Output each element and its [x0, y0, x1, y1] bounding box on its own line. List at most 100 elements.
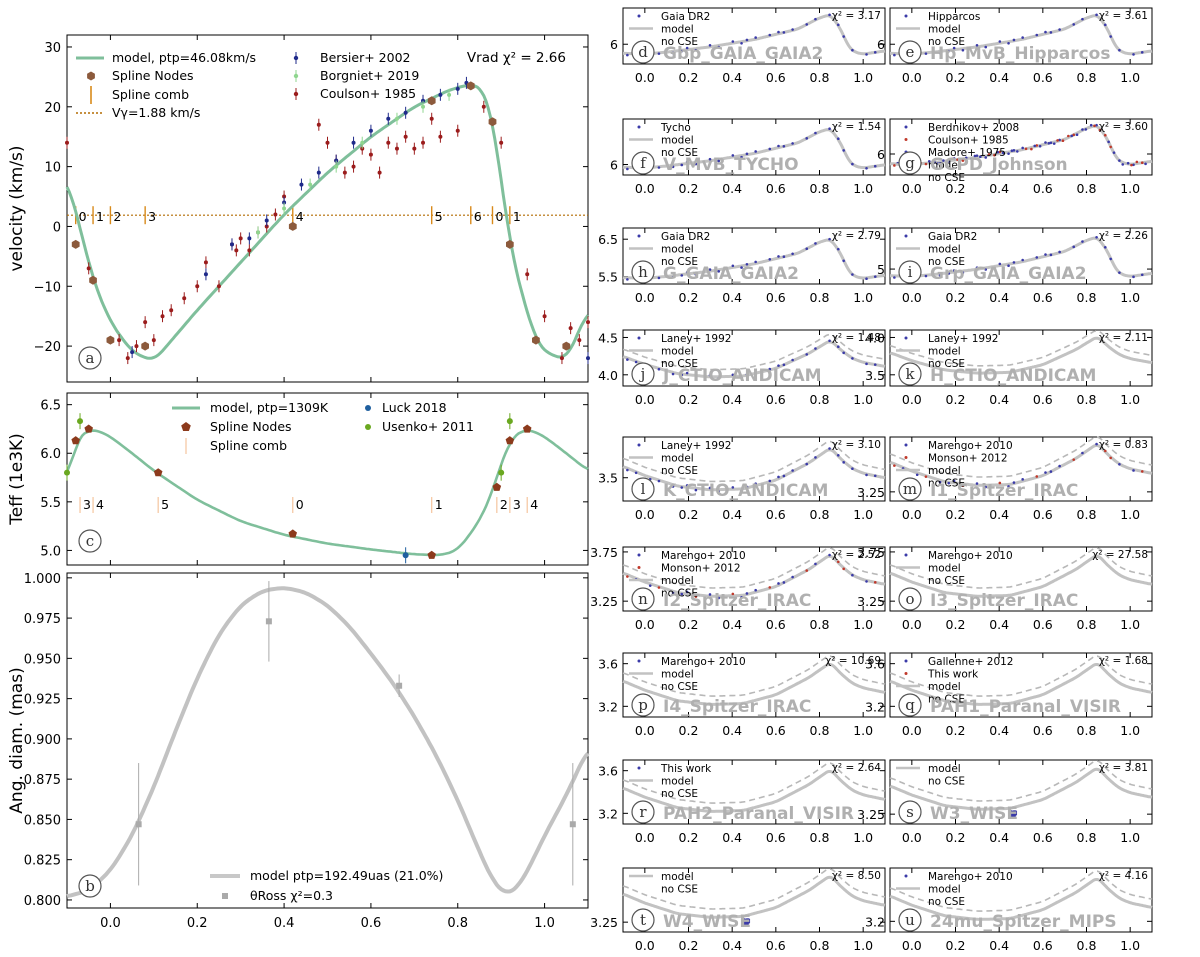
panel-m-point-14 — [1058, 464, 1061, 468]
panel-k-xtick-label-1: 0.2 — [946, 392, 966, 407]
panel-i-point-0 — [893, 276, 896, 279]
panel-d-legend-swatch-0 — [637, 14, 641, 18]
panel-c-point-1-0 — [64, 469, 70, 476]
panel-r-chi: χ² = 2.64 — [832, 762, 881, 774]
panel-h-point-20 — [717, 270, 721, 273]
panel-a-point-1-1 — [203, 272, 208, 277]
panel-n-point-23 — [680, 592, 684, 596]
panel-g-label-letter: g — [905, 154, 915, 172]
panel-p-xtick-label-1: 0.2 — [679, 723, 699, 738]
panel-b-point-0 — [135, 821, 142, 828]
panel-h-point-16 — [851, 273, 854, 276]
panel-c-legend-model: model, ptp=1309K — [210, 400, 329, 415]
panel-p-nocse-line — [622, 655, 886, 697]
panel-m-point-8 — [1132, 469, 1135, 472]
panel-j-point-24 — [836, 345, 840, 348]
panel-e-legend-swatch-0 — [904, 14, 908, 18]
panel-g-point-57 — [950, 157, 954, 160]
panel-s-legend-1: no CSE — [928, 776, 965, 788]
panel-n-point-6 — [805, 569, 809, 572]
panel-n-point-17 — [754, 588, 757, 592]
panel-i-legend-swatch-0 — [904, 234, 908, 238]
panel-a-point-1-15 — [455, 86, 460, 91]
panel-a-point-0-41 — [559, 356, 564, 361]
panel-k-ytick-label-0: 4.0 — [865, 330, 885, 345]
panel-l-point-19 — [814, 456, 817, 459]
panel-a-point-0-43 — [577, 338, 582, 343]
panel-n-point-12 — [731, 592, 735, 596]
panel-m-xtick-label-0: 0.0 — [902, 507, 922, 522]
panel-p-xtick-label-0: 0.0 — [635, 723, 655, 738]
panel-l-point-7 — [708, 486, 712, 490]
panel-o-legend-2: no CSE — [928, 575, 965, 587]
panel-d-point-17 — [754, 36, 757, 39]
panel-n-xtick-label-4: 0.8 — [810, 617, 830, 632]
panel-c-comb-label-6: 3 — [513, 497, 521, 512]
panel-e-point-22 — [1044, 30, 1047, 34]
panel-l-xtick-label-2: 0.4 — [722, 507, 742, 522]
panel-j-point-18 — [657, 367, 661, 371]
panel-f-point-19 — [814, 131, 817, 135]
panel-p-chi: χ² = 10.69 — [825, 655, 881, 667]
panel-d-point-9 — [768, 33, 772, 37]
panel-g-xtick-label-2: 0.4 — [989, 181, 1009, 196]
panel-a-point-0-21 — [316, 122, 321, 127]
panel-u-label-circle — [898, 908, 922, 932]
panel-j-xtick-label-2: 0.4 — [722, 392, 742, 407]
panel-c-ytick-label-1: 6.0 — [40, 447, 61, 462]
panel-a-node-9 — [532, 335, 540, 345]
panel-a-title: Vrad χ² = 2.66 — [467, 50, 566, 66]
panel-p-ytick-label-0: 3.6 — [598, 657, 618, 672]
panel-j-nocse-line — [622, 333, 886, 371]
panel-l-point-10 — [671, 485, 675, 488]
panel-i-point-19 — [1081, 240, 1084, 243]
panel-u-xtick-label-2: 0.4 — [989, 938, 1009, 953]
panel-u: 0.0 0.2 0.4 0.6 0.8 1.0 3.2 Marengo+ 2010modeln… — [865, 867, 1153, 953]
panel-i-point-25 — [1007, 264, 1010, 267]
panel-b-xtick-label-4: 0.8 — [447, 916, 468, 931]
panel-q-label-circle — [898, 693, 922, 717]
panel-f-point-23 — [680, 163, 684, 167]
panel-g-xtick-label-4: 0.8 — [1077, 181, 1097, 196]
panel-e-point-7 — [975, 43, 979, 47]
panel-g-point-18 — [924, 162, 928, 166]
panel-n-xtick-label-5: 1.0 — [853, 617, 873, 632]
panel-t-point-5 — [741, 922, 745, 926]
panel-p-model-line — [622, 663, 886, 706]
panel-i-point-1 — [1049, 253, 1053, 257]
panel-e-point-11 — [1095, 13, 1098, 17]
panel-k-nocse-line — [889, 330, 1153, 367]
panel-o-ytick-label-0: 3.75 — [857, 545, 885, 560]
panel-j-point-15 — [694, 375, 698, 379]
panel-c-comb-label-3: 0 — [296, 497, 304, 512]
panel-j-point-17 — [754, 370, 757, 373]
panel-t-ytick-label-0: 3.25 — [590, 915, 618, 930]
panel-c-node-2 — [153, 468, 163, 477]
panel-d-xtick-label-2: 0.4 — [722, 70, 742, 85]
panel-h-point-3 — [842, 259, 845, 263]
panel-j-ytick-label-1: 4.0 — [598, 368, 618, 383]
panel-a-point-1-12 — [403, 110, 408, 115]
panel-u-label-letter: u — [905, 911, 915, 929]
panel-m-legend-swatch-1 — [904, 456, 908, 459]
panel-a-point-1-11 — [386, 116, 391, 121]
panel-t-xtick-label-0: 0.0 — [635, 938, 655, 953]
panel-e-point-4 — [1012, 38, 1016, 42]
panel-g-legend-1: Coulson+ 1985 — [928, 135, 1009, 147]
panel-d-point-8 — [865, 53, 868, 56]
panel-m-point-22 — [1044, 471, 1047, 474]
panel-a-point-0-16 — [247, 248, 252, 253]
panel-g-point-24 — [1103, 133, 1107, 137]
panel-a-point-0-25 — [351, 164, 356, 169]
panel-f-point-20 — [717, 159, 721, 163]
panel-g-point-15 — [961, 159, 965, 162]
panel-a-node-4 — [288, 221, 297, 231]
panel-g-point-8 — [1132, 163, 1135, 167]
panel-j-point-7 — [708, 373, 712, 377]
panel-s-xtick-label-0: 0.0 — [902, 830, 922, 845]
panel-l-xtick-label-5: 1.0 — [853, 507, 873, 522]
panel-j-point-20 — [717, 377, 721, 380]
panel-d-label-letter: d — [638, 43, 648, 61]
panel-l-point-11 — [828, 447, 831, 450]
panel-e-point-10 — [938, 51, 942, 55]
